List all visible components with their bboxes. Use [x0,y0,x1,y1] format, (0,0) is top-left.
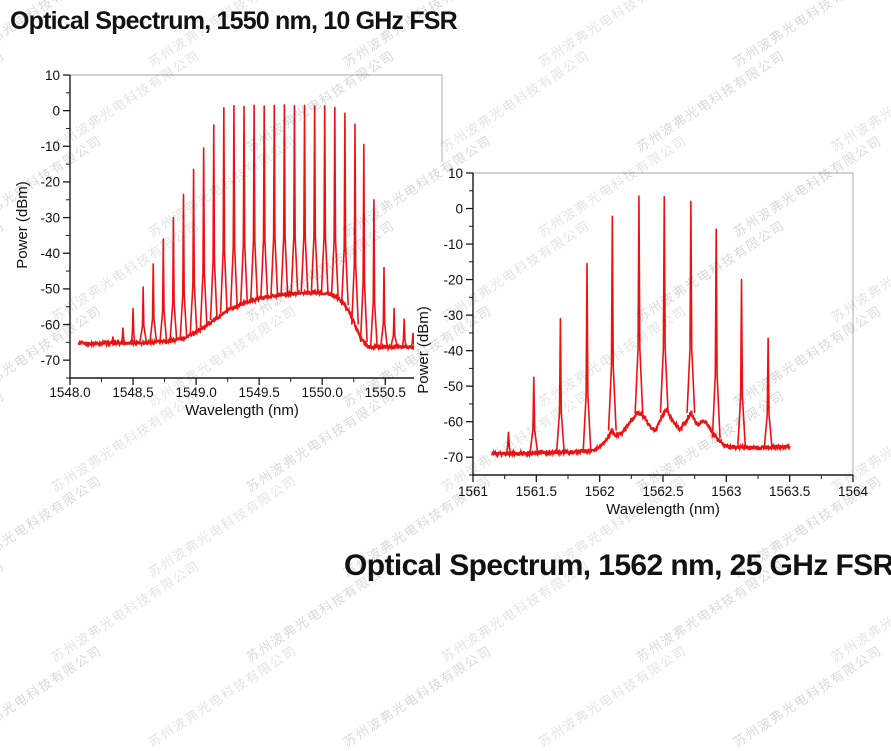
comb-peak [189,168,198,334]
x-axis-label: Wavelength (nm) [185,402,299,419]
y-tick-label: 10 [448,166,463,181]
y-tick-label: 10 [45,68,60,83]
noise-floor-trace [491,407,791,459]
comb-peak [239,105,249,304]
comb-peak [711,228,721,438]
spectra-canvas: 1548.0 1548.5 1549.0 1549.5 1550.0 1550.5 10 0 -… [14,67,876,535]
y-axis: 10 0 -10 -20 -30 -40 -50 -60 -70 [443,166,473,476]
comb-peak [686,200,696,413]
comb-peak [763,337,773,448]
watermark-text: 苏州波弗光电科技有限公司 [0,643,106,751]
y-tick-label: -20 [443,272,463,287]
comb-peak [229,104,239,308]
comb-peak [529,376,539,454]
comb-peak [159,238,168,342]
x-axis: 1548.0 1548.5 1549.0 1549.5 1550.0 1550.5 [49,378,418,400]
y-tick-label: -50 [40,282,60,297]
comb-peak [270,104,279,296]
title-spectrum-1550nm: Optical Spectrum, 1550 nm, 10 GHz FSR [10,7,458,35]
comb-peak [330,106,339,297]
x-tick-label: 1562.5 [642,484,683,499]
x-tick-label: 1549.0 [175,385,216,400]
y-tick-label: -60 [443,415,463,430]
x-tick-label: 1550.5 [365,385,406,400]
watermark-text: 苏州波弗光电科技有限公司 [341,643,496,751]
comb-peak [120,327,126,344]
y-axis: 10 0 -10 -20 -30 -40 -50 -60 -70 [40,68,70,379]
y-tick-label: -30 [40,210,60,225]
comb-peak [310,105,319,293]
title-spectrum-1562nm: Optical Spectrum, 1562 nm, 25 GHz FSR [344,549,891,582]
y-tick-label: -40 [40,246,60,261]
x-tick-label: 1548.5 [112,385,153,400]
x-tick-label: 1564 [838,484,869,499]
y-tick-label: -70 [443,450,463,465]
comb-peak [280,104,289,295]
comb-peak [582,262,592,452]
comb-peak [401,318,407,347]
watermark-text: 苏州波弗光电科技有限公司 [146,643,301,751]
chart-1550nm: 1548.0 1548.5 1549.0 1549.5 1550.0 1550.5 10 0 -… [14,68,443,419]
comb-peak [139,286,148,343]
y-tick-label: 0 [455,201,463,216]
plot-frame [473,172,854,475]
comb-peak [555,317,565,453]
chart-1562nm: 1561 1561.5 1562 1562.5 1563 1563.5 1564 10 0 -10… [414,162,876,535]
comb-peak [359,143,368,342]
comb-peak [250,104,259,300]
comb-peak [260,105,269,298]
watermark-text: 苏州波弗光电科技有限公司 [731,643,886,751]
comb-peak [290,104,299,294]
comb-peaks [110,104,416,348]
y-tick-label: -10 [40,139,60,154]
y-tick-label: -20 [40,175,60,190]
y-tick-label: -70 [40,353,60,368]
comb-peak [390,307,399,348]
x-axis: 1561 1561.5 1562 1562.5 1563 1563.5 1564 [458,475,869,499]
comb-peak [130,307,136,343]
comb-peak [219,107,228,314]
comb-peak [199,147,208,328]
comb-peak [634,195,644,414]
y-tick-label: -60 [40,317,60,332]
watermark-text: 苏州波弗光电科技有限公司 [536,643,691,751]
comb-peak [179,193,188,339]
comb-peak [379,266,389,348]
y-tick-label: -30 [443,308,463,323]
comb-peak [736,278,747,448]
y-tick-label: 0 [52,103,60,118]
comb-peak [149,263,158,343]
x-tick-label: 1561.5 [516,484,557,499]
comb-peak [369,198,378,347]
x-tick-label: 1550.0 [302,385,343,400]
x-tick-label: 1563.5 [769,484,810,499]
x-tick-label: 1562 [585,484,615,499]
comb-peak [300,104,309,294]
comb-peak [340,112,349,306]
comb-peaks [505,195,773,454]
x-tick-label: 1548.0 [49,385,90,400]
y-tick-label: -10 [443,237,463,252]
comb-peak [350,123,360,325]
chart-background [414,162,876,535]
comb-peak [505,431,512,454]
y-tick-label: -40 [443,343,463,358]
comb-peak [209,124,218,321]
y-tick-label: -50 [443,379,463,394]
x-axis-label: Wavelength (nm) [606,501,720,518]
x-tick-label: 1549.5 [239,385,280,400]
comb-peak [110,336,116,344]
comb-peak [659,196,669,413]
y-axis-label: Power (dBm) [415,306,432,394]
comb-peak [320,104,329,294]
comb-peak [607,215,617,431]
x-tick-label: 1561 [458,484,488,499]
y-axis-label: Power (dBm) [14,181,31,269]
x-tick-label: 1563 [711,484,741,499]
comb-peak [169,216,178,341]
